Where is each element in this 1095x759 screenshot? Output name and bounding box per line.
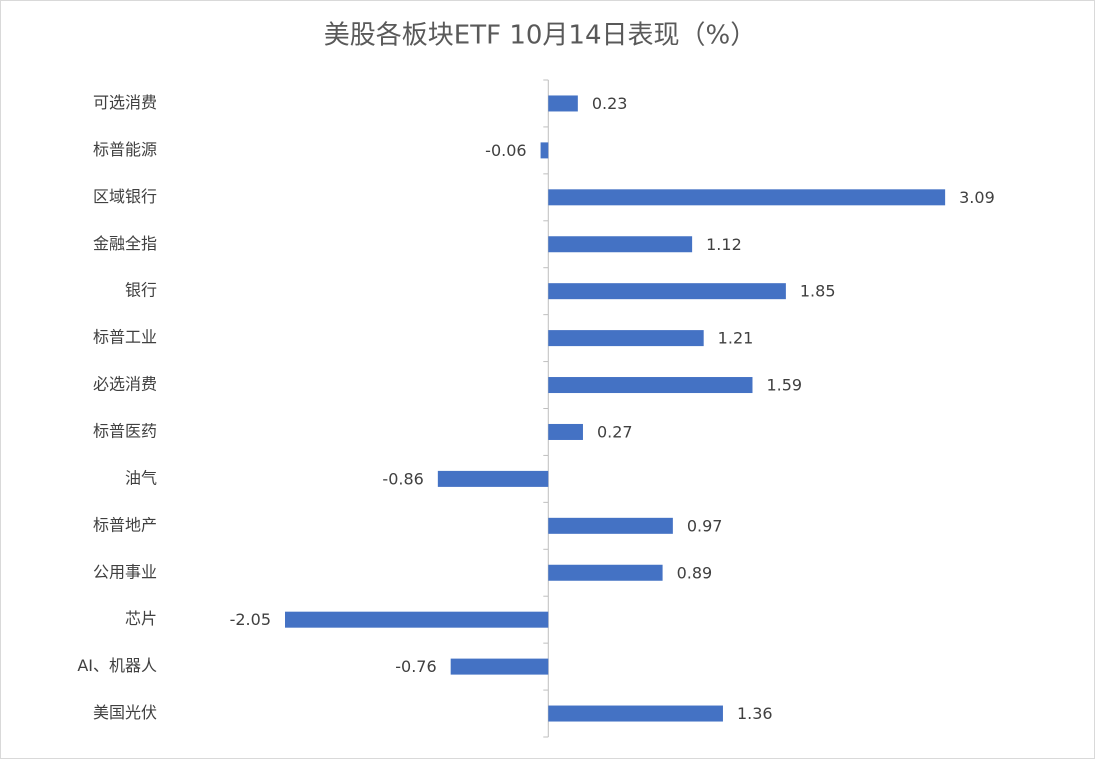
bar bbox=[450, 658, 549, 675]
data-label: 0.97 bbox=[687, 516, 723, 535]
data-label: 1.59 bbox=[766, 376, 802, 395]
bar bbox=[548, 517, 673, 534]
bar bbox=[548, 330, 704, 347]
data-label: -2.05 bbox=[230, 610, 271, 629]
y-tick-label: 标普能源 bbox=[93, 140, 157, 159]
bar bbox=[548, 236, 693, 253]
y-tick-label: 美国光伏 bbox=[93, 703, 157, 722]
y-tick-label: 银行 bbox=[125, 281, 157, 300]
y-tick-label: 油气 bbox=[125, 468, 157, 487]
bar bbox=[285, 611, 549, 628]
y-tick-label: 标普工业 bbox=[93, 328, 157, 347]
data-label: 1.21 bbox=[718, 329, 754, 348]
data-label: 0.23 bbox=[592, 94, 628, 113]
data-label: 1.85 bbox=[800, 282, 836, 301]
bar bbox=[548, 377, 753, 394]
y-tick-label: 芯片 bbox=[125, 609, 157, 628]
y-tick-label: 区域银行 bbox=[93, 187, 157, 206]
y-tick-label: 金融全指 bbox=[93, 234, 157, 253]
y-tick-label: 可选消费 bbox=[93, 93, 157, 112]
bar bbox=[548, 705, 723, 722]
bar bbox=[548, 95, 578, 112]
chart-title: 美股各板块ETF 10月14日表现（%） bbox=[324, 21, 756, 51]
y-tick-label: 必选消费 bbox=[93, 375, 157, 394]
data-label: -0.86 bbox=[382, 469, 423, 488]
data-label: 1.12 bbox=[706, 235, 742, 254]
bar bbox=[437, 470, 549, 487]
bar bbox=[548, 189, 946, 206]
y-tick-label: 公用事业 bbox=[93, 562, 157, 581]
y-tick-label: AI、机器人 bbox=[77, 656, 157, 675]
bar bbox=[540, 142, 549, 159]
y-tick-label: 标普医药 bbox=[93, 421, 157, 440]
data-label: 3.09 bbox=[959, 188, 995, 207]
data-label: 1.36 bbox=[737, 704, 773, 723]
data-label: 0.89 bbox=[677, 563, 713, 582]
data-label: -0.06 bbox=[485, 141, 526, 160]
data-label: 0.27 bbox=[597, 422, 633, 441]
bar bbox=[548, 564, 663, 581]
data-label: -0.76 bbox=[395, 657, 436, 676]
y-tick-label: 标普地产 bbox=[93, 515, 157, 534]
bar bbox=[548, 283, 786, 300]
bar bbox=[548, 423, 583, 440]
